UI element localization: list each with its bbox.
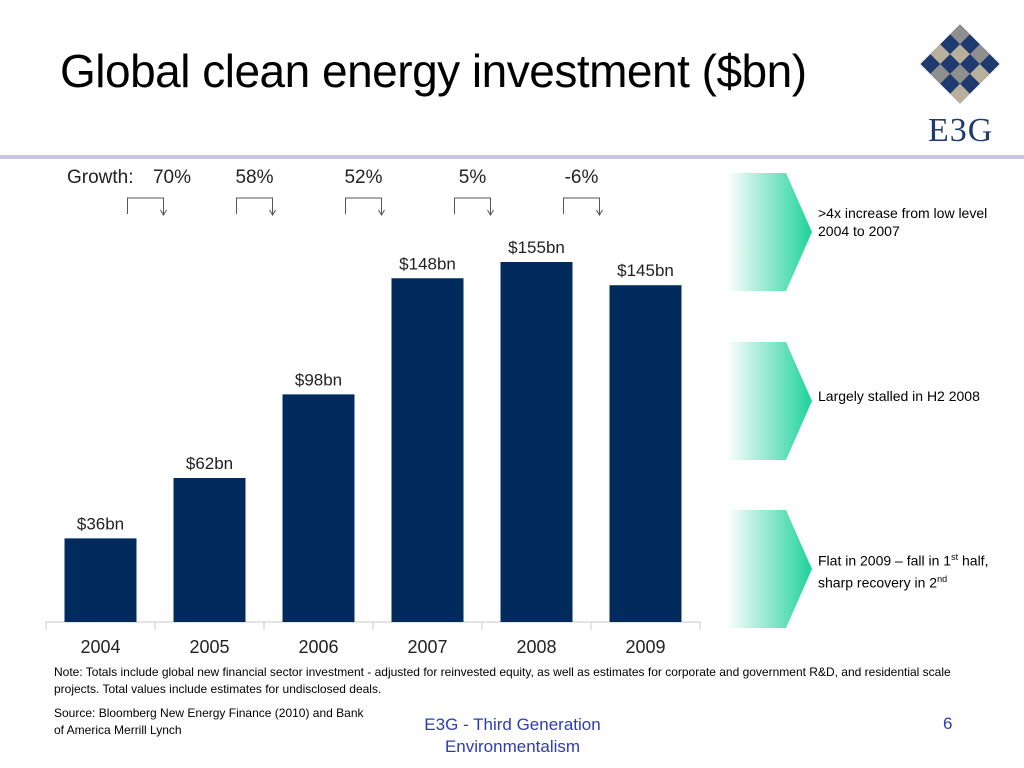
growth-arrowhead — [269, 209, 276, 216]
e3g-logo-icon — [920, 24, 1000, 104]
growth-bracket — [236, 197, 273, 214]
data-label: $62bn — [186, 454, 233, 473]
growth-value: 5% — [459, 167, 487, 188]
x-tick-label: 2005 — [189, 637, 229, 657]
growth-value: 70% — [153, 167, 191, 188]
callout-arrow-2 — [726, 342, 812, 460]
callout-text-3: Flat in 2009 – fall in 1st half, sharp r… — [818, 552, 989, 591]
footer-text: E3G - Third Generation Environmentalism — [424, 715, 601, 756]
callout-arrow-1 — [726, 173, 812, 291]
data-label: $148bn — [399, 254, 456, 273]
investment-bar-chart: $36bn 2004 $62bn 2005 $98bn 2006 $148bn 2007 $15… — [45, 167, 701, 657]
bar-2005 — [173, 478, 246, 622]
x-tick-label: 2009 — [625, 637, 665, 657]
page-number: 6 — [943, 714, 953, 733]
growth-bracket — [454, 197, 491, 214]
growth-bracket — [563, 197, 600, 214]
title-divider — [0, 155, 1024, 159]
growth-arrowhead — [596, 209, 603, 216]
callout-arrow-3 — [726, 510, 812, 628]
data-label: $98bn — [295, 370, 342, 389]
callout-text-2: Largely stalled in H2 2008 — [818, 388, 980, 404]
bar-2007 — [391, 278, 464, 622]
chart-note: Note: Totals include global new financia… — [54, 665, 951, 696]
bar-2004 — [64, 538, 137, 622]
growth-value: -6% — [565, 167, 599, 188]
data-label: $145bn — [617, 261, 674, 280]
growth-bracket — [127, 197, 164, 214]
growth-arrowhead — [487, 209, 494, 216]
logo-text: E3G — [928, 112, 994, 149]
growth-value: 58% — [235, 167, 273, 188]
growth-arrowhead — [378, 209, 385, 216]
data-label: $155bn — [508, 238, 565, 257]
bar-2006 — [282, 394, 355, 622]
growth-label: Growth: — [67, 167, 134, 188]
data-label: $36bn — [77, 514, 124, 533]
x-tick-label: 2006 — [298, 637, 338, 657]
growth-value: 52% — [344, 167, 382, 188]
slide-title: Global clean energy investment ($bn) — [60, 45, 807, 97]
growth-arrowhead — [160, 209, 167, 216]
bar-2008 — [500, 262, 573, 622]
x-tick-label: 2004 — [80, 637, 120, 657]
growth-bracket — [345, 197, 382, 214]
x-tick-label: 2007 — [407, 637, 447, 657]
x-tick-label: 2008 — [516, 637, 556, 657]
bar-2009 — [609, 285, 682, 622]
callout-text-1: >4x increase from low level 2004 to 2007 — [818, 205, 988, 239]
chart-source: Source: Bloomberg New Energy Finance (20… — [54, 706, 364, 737]
